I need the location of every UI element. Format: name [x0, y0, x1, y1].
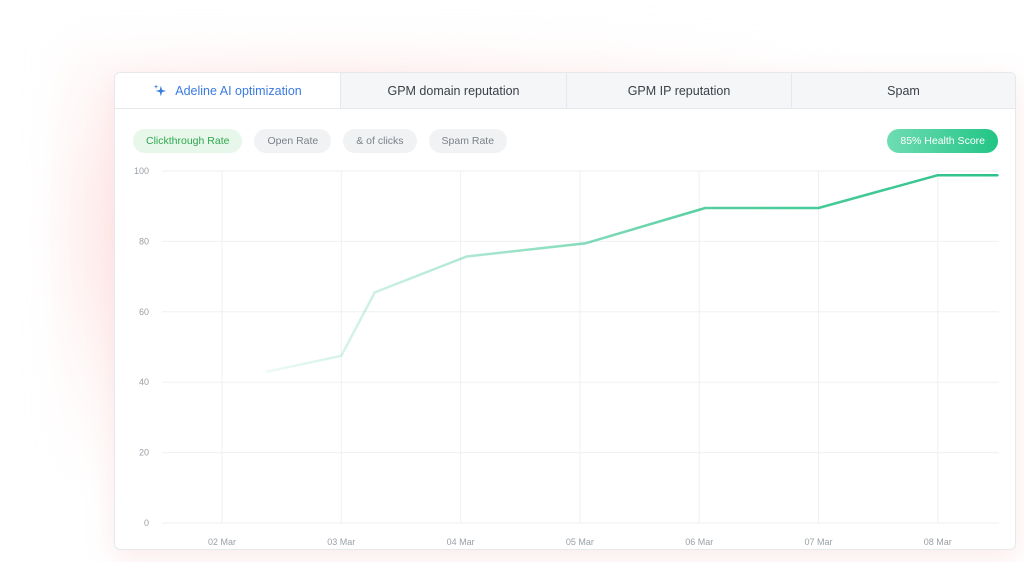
x-tick-label: 07 Mar: [804, 537, 832, 547]
y-tick-label: 40: [139, 377, 149, 387]
tab-label: Adeline AI optimization: [175, 83, 302, 98]
data-point: [996, 174, 998, 176]
analytics-card: Adeline AI optimization GPM domain reput…: [114, 72, 1016, 550]
tab-gpm-ip-reputation[interactable]: GPM IP reputation: [566, 73, 791, 108]
tab-adeline-ai-optimization[interactable]: Adeline AI optimization: [115, 73, 340, 108]
data-point: [704, 207, 706, 209]
data-point: [340, 355, 342, 357]
y-tick-label: 100: [134, 166, 149, 176]
data-point: [817, 207, 819, 209]
x-tick-label: 05 Mar: [566, 537, 594, 547]
y-tick-label: 20: [139, 448, 149, 458]
y-tick-label: 0: [144, 518, 149, 528]
x-tick-label: 08 Mar: [924, 537, 952, 547]
data-point: [266, 370, 268, 372]
tab-gpm-domain-reputation[interactable]: GPM domain reputation: [340, 73, 566, 108]
data-point: [937, 174, 939, 176]
tab-label: Spam: [887, 83, 920, 98]
line-chart: 100 80 60 40 20 0 02 Mar 03 Mar 04 Mar 05 Mar 06 …: [134, 166, 999, 547]
filter-open-rate[interactable]: Open Rate: [254, 129, 332, 153]
series-line: [266, 173, 999, 373]
y-tick-label: 60: [139, 307, 149, 317]
tab-spam[interactable]: Spam: [791, 73, 1015, 108]
metric-filters: Clickthrough Rate Open Rate & of clicks …: [133, 129, 508, 153]
x-tick-label: 06 Mar: [685, 537, 713, 547]
tab-label: GPM domain reputation: [387, 83, 520, 98]
data-point: [585, 242, 587, 244]
tab-label: GPM IP reputation: [627, 83, 731, 98]
health-score-badge[interactable]: 85% Health Score: [887, 129, 998, 153]
x-tick-label: 04 Mar: [447, 537, 475, 547]
x-tick-label: 03 Mar: [327, 537, 355, 547]
y-tick-label: 80: [139, 236, 149, 246]
filter-clickthrough-rate[interactable]: Clickthrough Rate: [133, 129, 243, 153]
filter-clicks[interactable]: & of clicks: [343, 129, 417, 153]
x-tick-label: 02 Mar: [208, 537, 236, 547]
tab-bar: Adeline AI optimization GPM domain reput…: [115, 73, 1015, 109]
data-point: [465, 255, 467, 257]
sparkle-icon: [154, 83, 167, 96]
data-point: [374, 291, 376, 293]
filter-spam-rate[interactable]: Spam Rate: [428, 129, 508, 153]
